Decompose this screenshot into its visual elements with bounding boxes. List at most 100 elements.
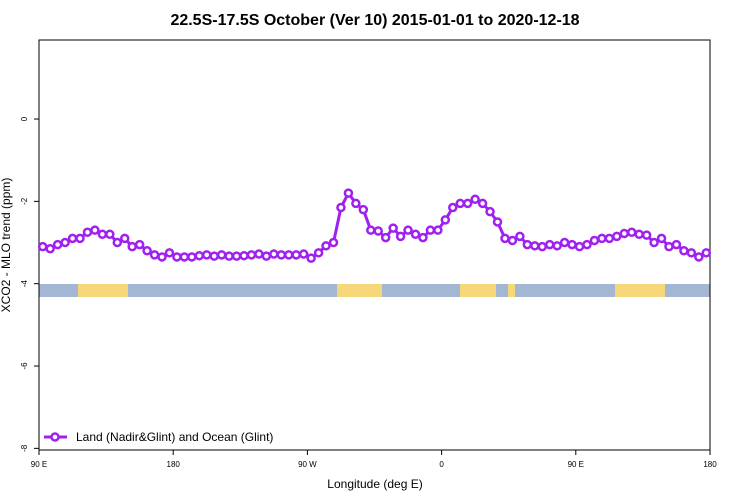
point — [507, 235, 518, 246]
point — [187, 252, 197, 262]
point — [455, 198, 465, 209]
point — [574, 241, 585, 252]
point — [172, 252, 182, 262]
point — [582, 239, 592, 250]
point — [619, 228, 630, 239]
point — [395, 231, 406, 242]
point — [231, 251, 242, 261]
y-tick-label: 0 — [20, 116, 29, 121]
point — [328, 237, 339, 248]
point — [366, 225, 376, 235]
point — [559, 237, 570, 248]
point — [612, 231, 622, 242]
point — [634, 229, 644, 240]
point — [515, 231, 525, 242]
x-axis-label: Longitude (deg E) — [327, 477, 422, 491]
point — [410, 229, 421, 240]
point — [209, 251, 219, 261]
point — [589, 235, 600, 246]
point — [537, 241, 547, 252]
point — [276, 250, 287, 260]
point — [119, 233, 130, 244]
point — [649, 237, 659, 248]
point — [216, 250, 227, 260]
point — [127, 241, 137, 252]
point — [261, 251, 272, 261]
point — [462, 198, 473, 209]
y-tick-label: -4 — [20, 280, 29, 288]
point — [149, 250, 160, 260]
point — [500, 233, 510, 244]
point — [701, 248, 712, 258]
point — [97, 229, 108, 240]
point — [284, 250, 294, 260]
point — [313, 248, 324, 258]
point — [626, 227, 637, 237]
point — [530, 241, 540, 251]
chart-title: 22.5S-17.5S October (Ver 10) 2015-01-01 … — [170, 12, 579, 29]
point — [321, 241, 331, 251]
point — [492, 217, 503, 227]
point — [656, 233, 667, 244]
point — [679, 246, 689, 256]
point — [52, 239, 63, 250]
point — [686, 248, 697, 258]
x-tick-label: 90 E — [568, 460, 584, 469]
point — [470, 194, 480, 205]
point — [544, 239, 555, 250]
point — [239, 250, 249, 261]
point — [67, 233, 78, 244]
point — [380, 232, 391, 243]
point — [291, 250, 301, 260]
point — [142, 246, 152, 256]
point — [388, 223, 398, 233]
point — [485, 206, 495, 217]
y-axis-label: XCO2 - MLO trend (ppm) — [0, 178, 13, 313]
surface-band — [39, 284, 710, 297]
point — [552, 241, 562, 251]
point — [194, 250, 205, 261]
point — [351, 198, 361, 209]
point — [403, 225, 413, 235]
point — [336, 202, 346, 213]
point — [641, 230, 652, 240]
x-tick-label: 90 W — [298, 460, 317, 469]
point — [671, 239, 682, 250]
point — [75, 233, 85, 244]
point — [477, 198, 488, 209]
y-tick-label: -6 — [20, 362, 29, 370]
point — [418, 232, 428, 243]
point — [45, 243, 55, 254]
point — [82, 227, 93, 237]
point — [306, 253, 316, 263]
point — [90, 225, 100, 235]
x-tick-label: 180 — [703, 460, 717, 469]
legend-marker — [50, 432, 60, 442]
point — [448, 202, 458, 213]
point — [60, 237, 70, 248]
point — [567, 239, 577, 250]
point — [440, 215, 451, 225]
point — [522, 239, 533, 250]
point — [202, 250, 212, 260]
point — [269, 249, 279, 259]
point — [425, 225, 436, 235]
point — [105, 229, 115, 240]
point — [179, 252, 190, 262]
point — [343, 188, 354, 198]
point — [298, 249, 309, 259]
point — [664, 241, 674, 252]
x-tick-label: 90 E — [31, 460, 47, 469]
point — [37, 241, 48, 252]
point — [134, 239, 145, 250]
x-tick-label: 180 — [167, 460, 181, 469]
x-tick-label: 0 — [439, 460, 444, 469]
point — [604, 233, 615, 244]
point — [157, 252, 167, 262]
point — [694, 252, 704, 262]
point — [112, 237, 123, 248]
y-tick-label: -2 — [20, 197, 29, 205]
point — [373, 226, 383, 236]
y-tick-label: -8 — [20, 444, 29, 452]
